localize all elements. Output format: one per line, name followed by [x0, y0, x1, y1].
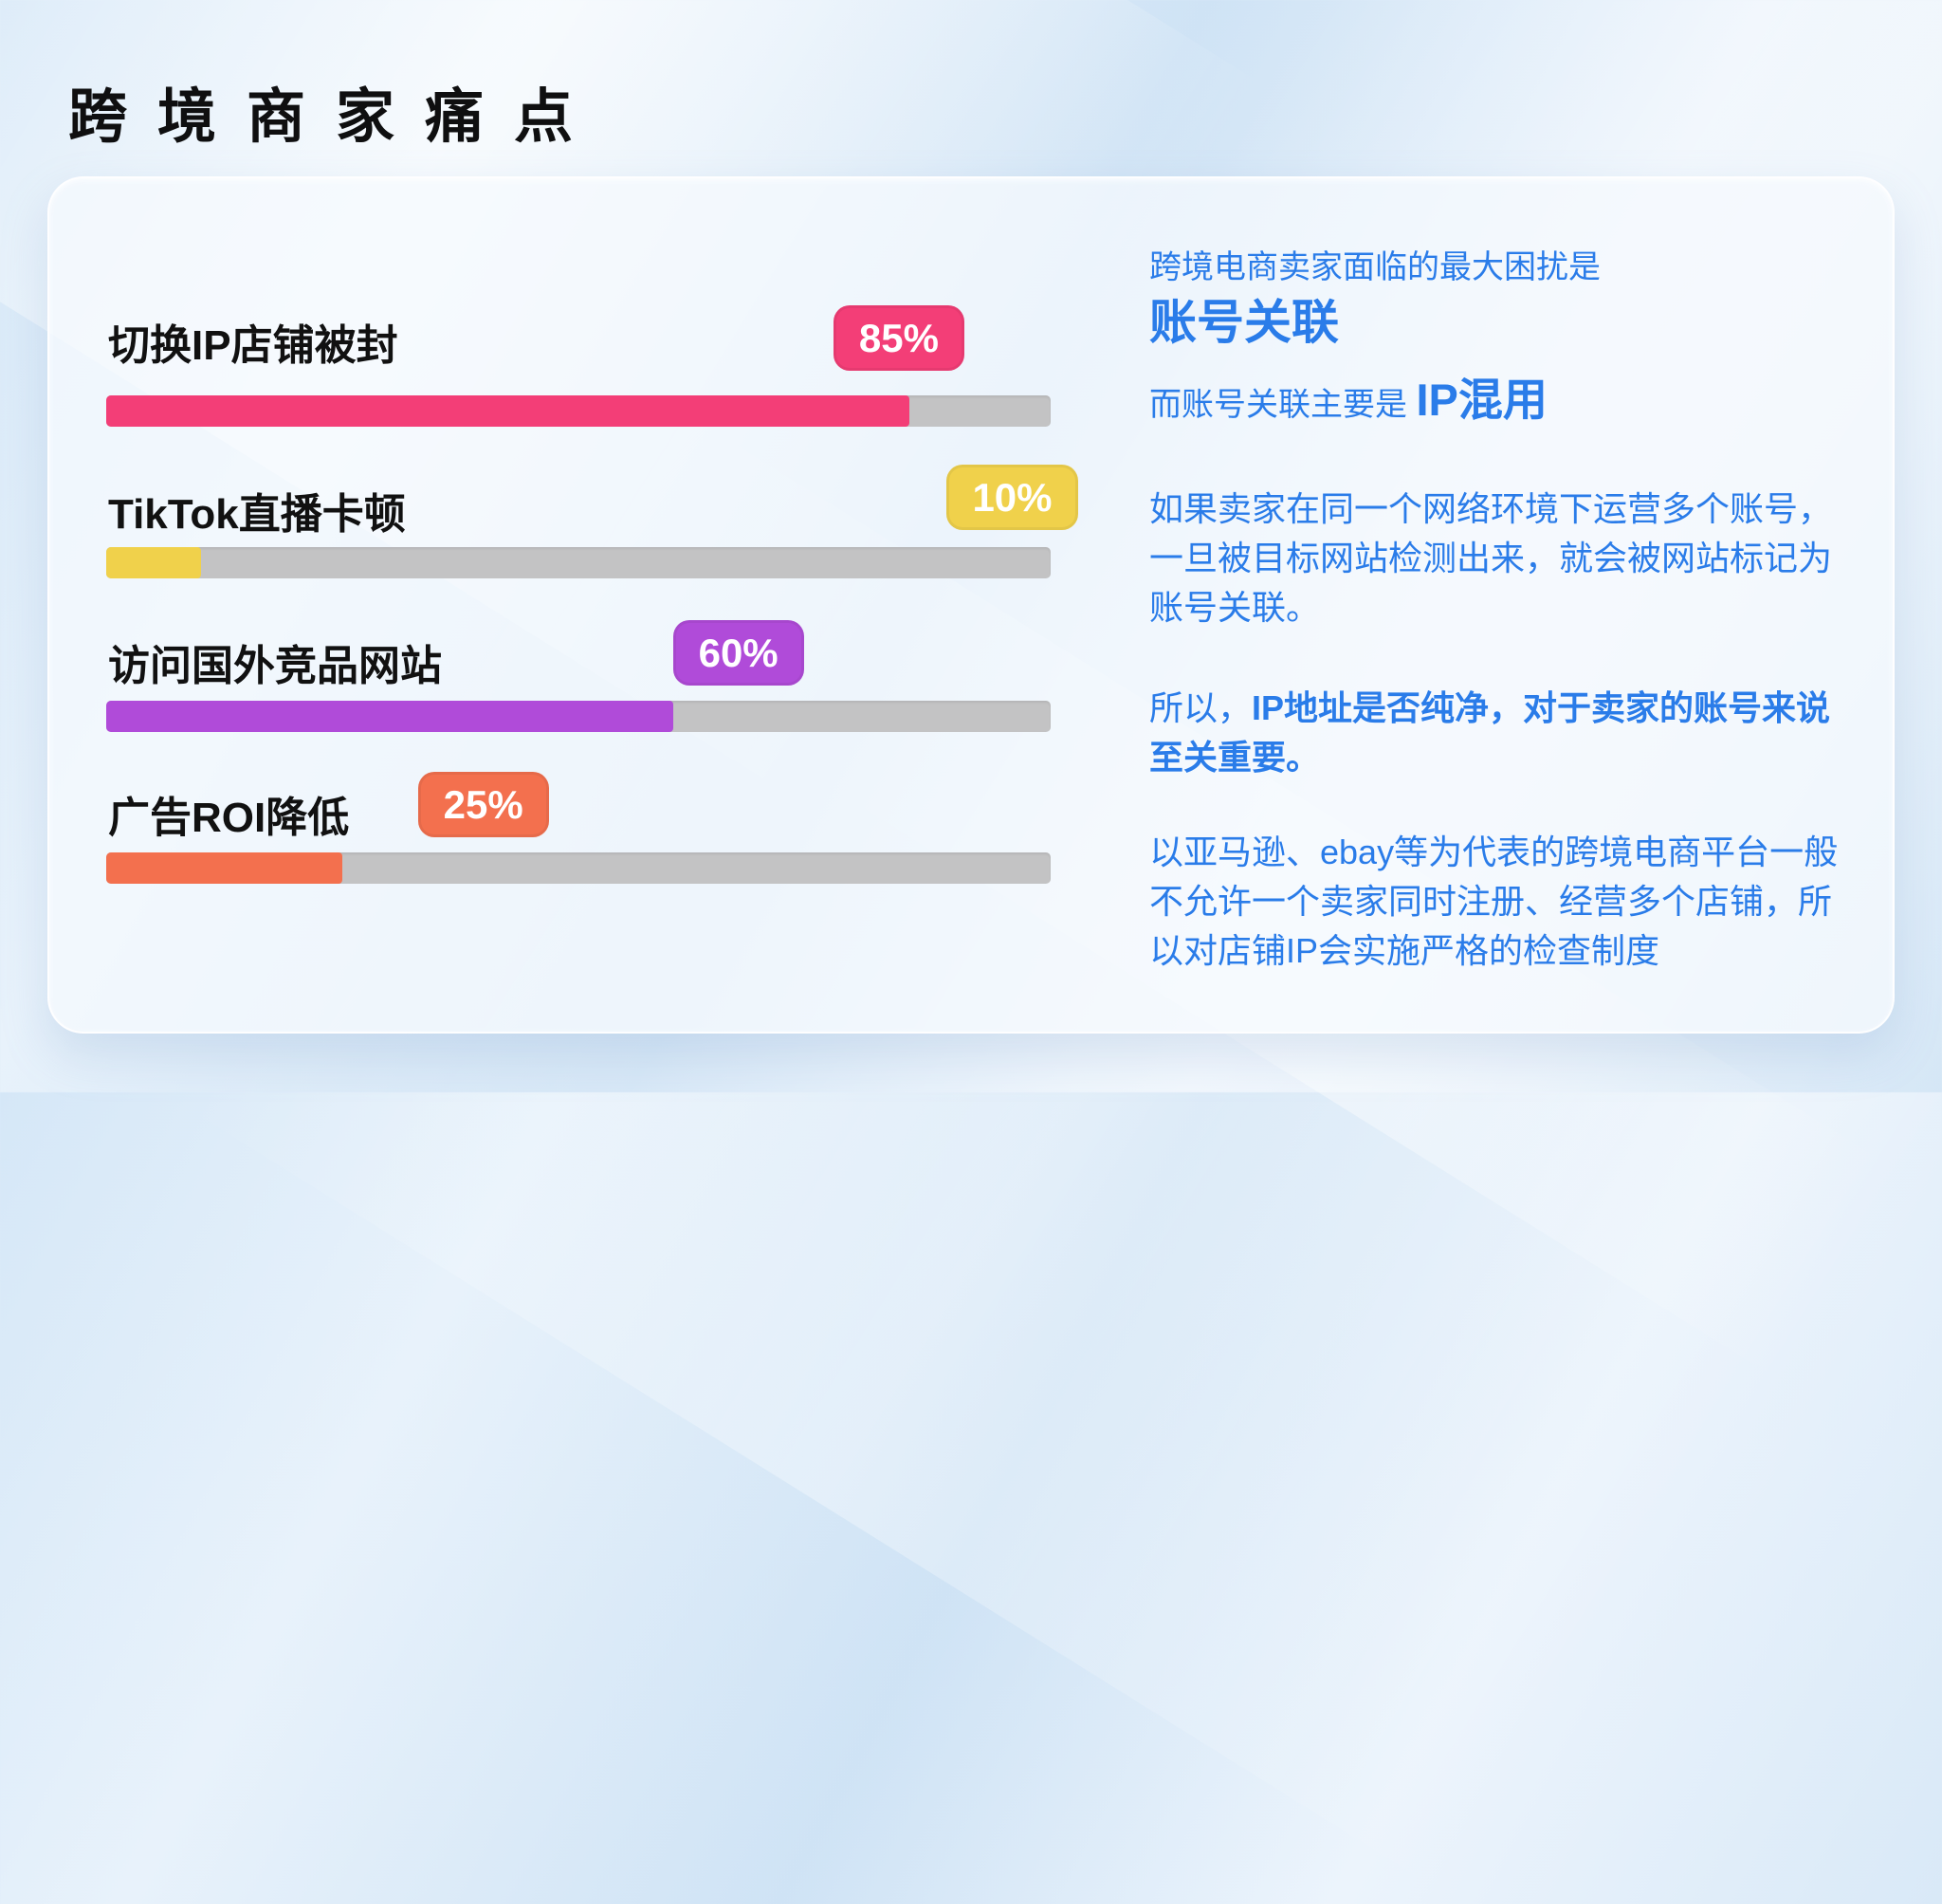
bar-track [106, 852, 1051, 884]
bar-label: 广告ROI降低 [108, 795, 350, 841]
info-panel: 跨境电商卖家面临的最大困扰是 账号关联 而账号关联主要是 IP混用 如果卖家在同… [1149, 178, 1853, 976]
chart-row: 切换IP店铺被封 85% [106, 178, 1051, 1035]
paragraph-prefix: 所以， [1149, 688, 1253, 727]
content-card: 切换IP店铺被封 85% TikTok直播卡顿 10% 访问国外竞品网站 60%… [47, 176, 1895, 1034]
bar-label: TikTok直播卡顿 [108, 491, 406, 538]
subline-prefix: 而账号关联主要是 [1149, 387, 1417, 423]
page-title: 跨境商家痛点 [68, 84, 604, 150]
paragraph-bold-text: IP地址是否纯净，对于卖家的账号来说至关重要。 [1149, 688, 1831, 777]
bar-label: 访问国外竞品网站 [108, 643, 442, 689]
bar-fill [106, 852, 342, 884]
chart-row: 广告ROI降低 25% [106, 178, 1051, 1035]
chart-row: TikTok直播卡顿 10% [106, 178, 1078, 1035]
bar-track [106, 701, 1051, 732]
chart-row: 访问国外竞品网站 60% [106, 178, 1051, 1035]
bar-track [106, 395, 1051, 427]
value-badge: 10% [946, 465, 1078, 530]
bar-label: 切换IP店铺被封 [108, 322, 398, 369]
paragraph-detection: 如果卖家在同一个网络环境下运营多个账号，一旦被目标网站检测出来，就会被网站标记为… [1149, 489, 1833, 627]
bar-track [106, 547, 1051, 578]
value-badge: 85% [833, 305, 964, 371]
subline: 而账号关联主要是 IP混用 [1149, 374, 1853, 431]
paragraph-platforms: 以亚马逊、ebay等为代表的跨境电商平台一般不允许一个卖家同时注册、经营多个店铺… [1149, 833, 1839, 970]
subline-highlight-ip-mixing: IP混用 [1416, 375, 1548, 425]
bar-fill [106, 701, 673, 732]
intro-line: 跨境电商卖家面临的最大困扰是 [1149, 249, 1601, 285]
value-badge: 25% [417, 772, 549, 837]
bar-fill [106, 395, 909, 427]
bar-fill [106, 547, 201, 578]
pain-points-bar-chart: 切换IP店铺被封 85% TikTok直播卡顿 10% 访问国外竞品网站 60%… [106, 178, 1078, 1035]
headline-account-linking: 账号关联 [1149, 296, 1339, 349]
paragraph-ip-purity: 所以，IP地址是否纯净，对于卖家的账号来说至关重要。 [1149, 684, 1853, 782]
value-badge: 60% [672, 620, 804, 686]
